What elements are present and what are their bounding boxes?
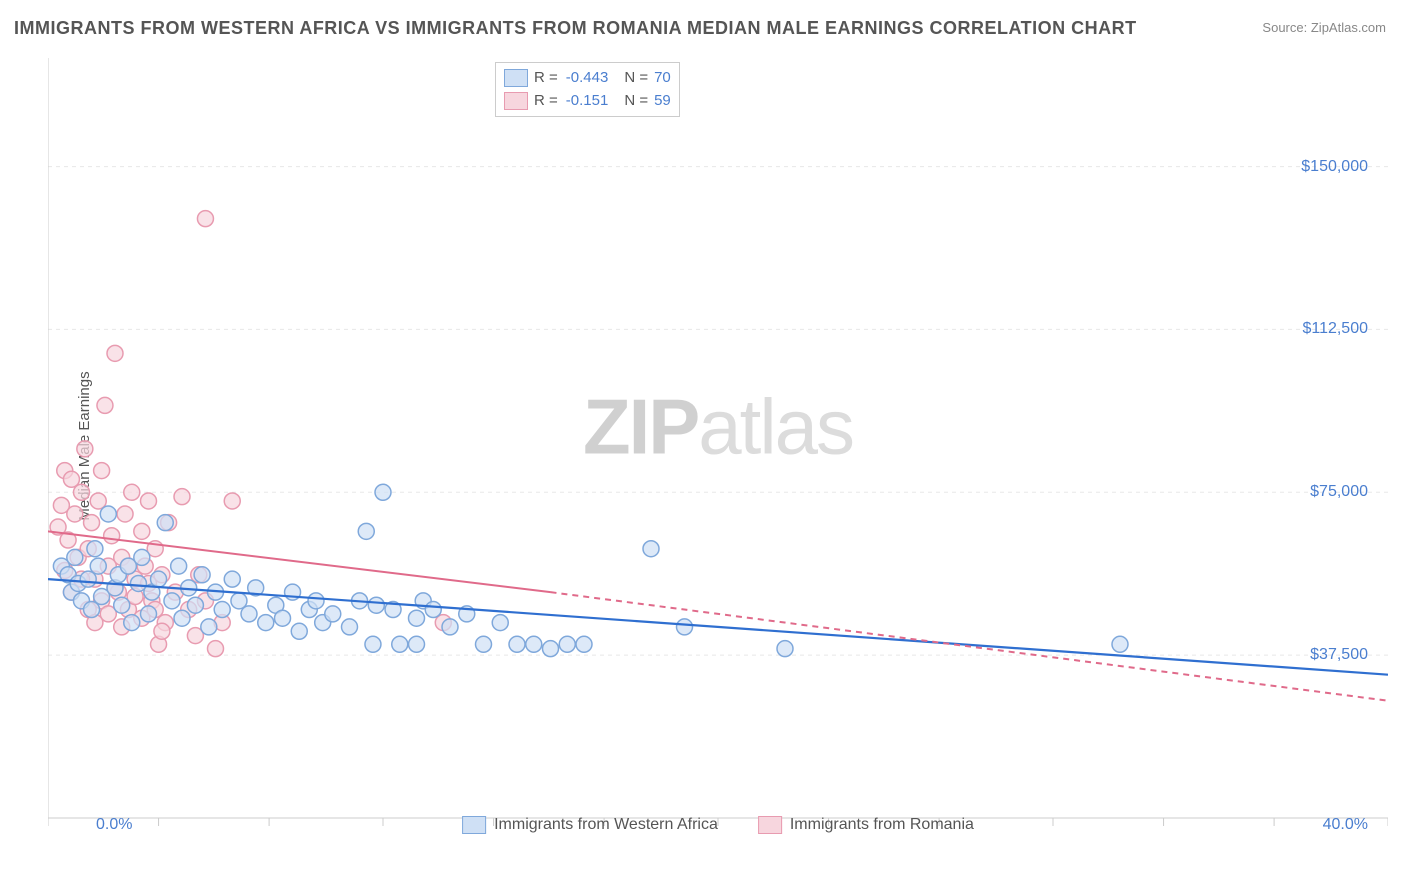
series-legend: Immigrants from Western Africa Immigrants… [462,816,974,834]
stats-row: R = -0.151 N = 59 [504,90,671,113]
n-value: 70 [654,67,671,90]
legend-swatch [758,816,782,834]
y-tick-label: $37,500 [1310,646,1368,664]
series-swatch [504,92,528,110]
r-label: R = [534,90,558,113]
legend-item: Immigrants from Western Africa [462,816,718,834]
source-label: Source: [1262,20,1307,35]
legend-item: Immigrants from Romania [758,816,974,834]
source-attribution: Source: ZipAtlas.com [1262,20,1386,35]
source-value: ZipAtlas.com [1311,20,1386,35]
chart-area: ZIPatlas R =-0.443N =70R =-0.151N =59 0.… [48,48,1388,838]
chart-title: IMMIGRANTS FROM WESTERN AFRICA VS IMMIGR… [14,18,1137,39]
x-axis-max-label: 40.0% [1323,816,1368,834]
correlation-stats-box: R = -0.443 N = 70 R = -0.151 N = 59 [495,62,680,117]
y-tick-label: $112,500 [1302,320,1368,338]
n-label: N = [624,90,648,113]
r-value: -0.151 [566,90,609,113]
r-value: -0.443 [566,67,609,90]
legend-label: Immigrants from Romania [790,816,974,834]
y-tick-label: $75,000 [1310,483,1368,501]
legend-swatch [462,816,486,834]
scatter-plot-svg [48,48,1388,838]
n-value: 59 [654,90,671,113]
r-label: R = [534,67,558,90]
series-swatch [504,69,528,87]
n-label: N = [624,67,648,90]
legend-label: Immigrants from Western Africa [494,816,718,834]
y-tick-label: $150,000 [1301,158,1368,176]
x-axis-min-label: 0.0% [96,816,132,834]
stats-row: R = -0.443 N = 70 [504,67,671,90]
